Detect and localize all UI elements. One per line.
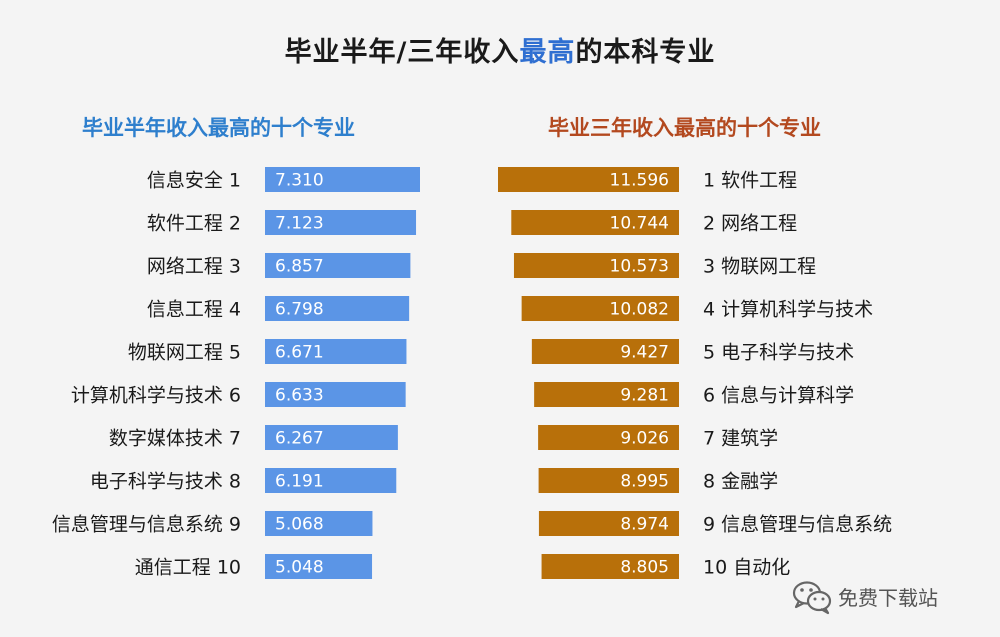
right-chart-title: 毕业三年收入最高的十个专业: [548, 116, 821, 140]
left-value-label-3: 6.857: [275, 257, 324, 277]
right-value-label-2: 10.744: [610, 214, 669, 234]
right-bar-10: [541, 554, 679, 579]
right-value-label-9: 8.974: [620, 515, 669, 535]
left-bar-7: [265, 425, 398, 450]
title-part-1: 毕业半年/三年收入: [284, 37, 520, 68]
left-value-label-9: 5.068: [275, 515, 324, 535]
right-bar-3: [513, 253, 679, 278]
right-category-label-1: 1 软件工程: [703, 170, 797, 192]
right-bar-4: [521, 296, 679, 321]
right-category-label-3: 3 物联网工程: [703, 256, 816, 278]
right-bar-6: [534, 382, 679, 407]
right-category-label-4: 4 计算机科学与技术: [703, 299, 873, 321]
right-value-label-10: 8.805: [620, 558, 669, 578]
left-chart-title: 毕业半年收入最高的十个专业: [82, 116, 355, 140]
watermark: 免费下载站: [790, 578, 980, 618]
right-category-label-10: 10 自动化: [703, 557, 790, 579]
left-value-label-1: 7.310: [275, 171, 324, 191]
right-category-label-9: 9 信息管理与信息系统: [703, 514, 892, 536]
left-value-label-5: 6.671: [275, 343, 324, 363]
right-bar-7: [538, 425, 679, 450]
left-value-label-10: 5.048: [275, 558, 324, 578]
left-bar-2: [265, 210, 417, 235]
title-part-2: 的本科专业: [575, 37, 716, 68]
left-bar-10: [265, 554, 373, 579]
left-category-label-8: 电子科学与技术 8: [90, 471, 241, 493]
left-bar-8: [265, 468, 397, 493]
right-bar-2: [511, 210, 679, 235]
left-category-label-7: 数字媒体技术 7: [109, 428, 241, 450]
right-bar-9: [538, 511, 679, 536]
left-bar-6: [265, 382, 406, 407]
left-category-label-4: 信息工程 4: [147, 299, 241, 321]
right-category-label-2: 2 网络工程: [703, 213, 797, 235]
left-bar-3: [265, 253, 411, 278]
left-value-label-2: 7.123: [275, 214, 324, 234]
left-category-label-2: 软件工程 2: [147, 213, 241, 235]
left-value-label-6: 6.633: [275, 386, 324, 406]
left-category-label-10: 通信工程 10: [135, 557, 241, 579]
left-value-label-4: 6.798: [275, 300, 324, 320]
page-title: 毕业半年/三年收入最高的本科专业: [0, 30, 1000, 69]
watermark-text: 免费下载站: [838, 586, 938, 610]
right-value-label-4: 10.082: [610, 300, 669, 320]
right-value-label-3: 10.573: [610, 257, 669, 277]
left-category-label-5: 物联网工程 5: [128, 342, 241, 364]
left-value-label-7: 6.267: [275, 429, 324, 449]
right-bar-1: [498, 167, 679, 192]
title-highlight: 最高: [519, 37, 576, 68]
right-value-label-8: 8.995: [620, 472, 669, 492]
left-category-label-6: 计算机科学与技术 6: [71, 385, 241, 407]
right-value-label-5: 9.427: [620, 343, 669, 363]
left-value-label-8: 6.191: [275, 472, 324, 492]
right-bar-5: [531, 339, 679, 364]
left-category-label-1: 信息安全 1: [147, 170, 241, 192]
right-value-label-7: 9.026: [620, 429, 669, 449]
right-bar-8: [538, 468, 679, 493]
wechat-icon: [792, 581, 832, 615]
left-bar-1: [265, 167, 420, 192]
left-category-label-3: 网络工程 3: [147, 256, 241, 278]
left-category-label-9: 信息管理与信息系统 9: [52, 514, 241, 536]
left-bar-4: [265, 296, 410, 321]
left-bar-9: [265, 511, 373, 536]
left-bar-5: [265, 339, 407, 364]
right-category-label-5: 5 电子科学与技术: [703, 342, 854, 364]
right-category-label-6: 6 信息与计算科学: [703, 385, 854, 407]
right-value-label-1: 11.596: [610, 171, 669, 191]
right-category-label-7: 7 建筑学: [703, 428, 778, 450]
right-category-label-8: 8 金融学: [703, 471, 778, 493]
right-value-label-6: 9.281: [620, 386, 669, 406]
